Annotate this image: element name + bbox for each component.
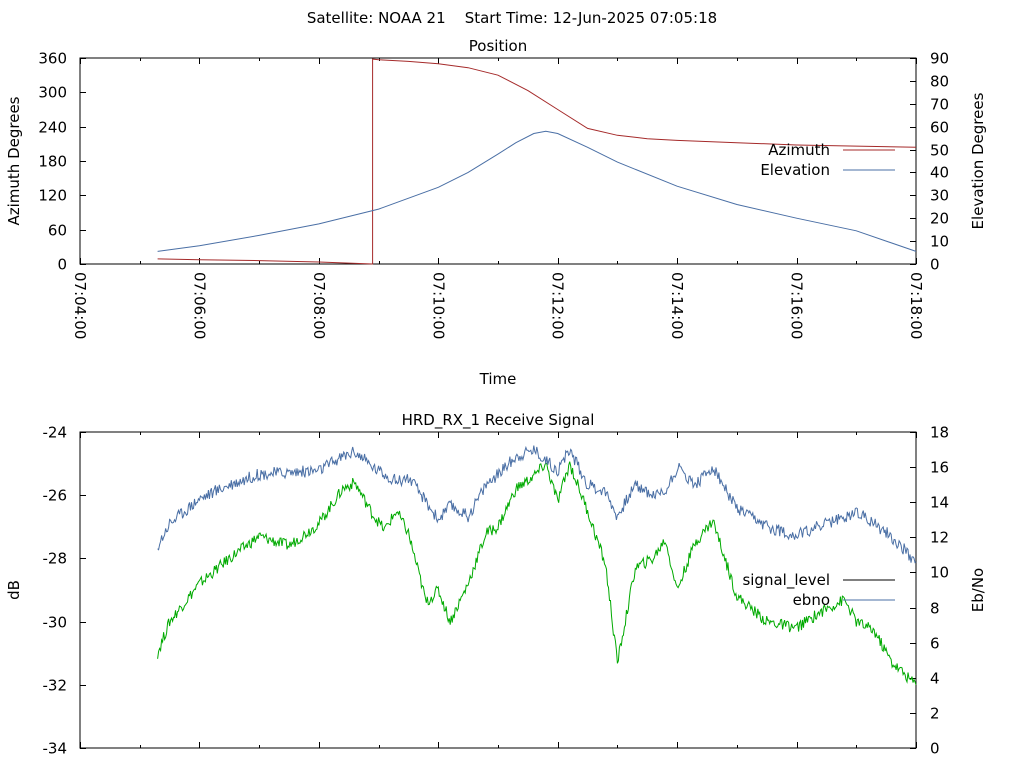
y-tick-label: -26 bbox=[43, 487, 68, 505]
y-tick-label: 120 bbox=[38, 187, 67, 205]
y2-tick-label: 6 bbox=[930, 635, 940, 653]
y2-axis-label: Elevation Degrees bbox=[969, 92, 987, 229]
receive-signal-panel: HRD_RX_1 Receive Signal -34 -32 -30 -28 -26 -2… bbox=[5, 411, 987, 758]
legend-label: ebno bbox=[793, 591, 830, 609]
y2-tick-label: 10 bbox=[930, 233, 949, 251]
y2-axis-label: Eb/No bbox=[969, 568, 987, 612]
y2-tick-label: 16 bbox=[930, 459, 949, 477]
y-tick-label: 300 bbox=[38, 84, 67, 102]
y-tick-label: 0 bbox=[57, 256, 67, 274]
y2-tick-label: 0 bbox=[930, 256, 940, 274]
y-tick-label: -28 bbox=[43, 550, 68, 568]
legend-label: signal_level bbox=[742, 571, 830, 590]
y-axis-label: dB bbox=[5, 580, 23, 600]
y-tick-label: -32 bbox=[43, 677, 68, 695]
y2-tick-label: 10 bbox=[930, 564, 949, 582]
legend-label: Elevation bbox=[760, 161, 830, 179]
x-tick-label: 07:10:00 bbox=[429, 272, 447, 339]
y-tick-label: -30 bbox=[43, 614, 68, 632]
y2-tick-label: 90 bbox=[930, 50, 949, 68]
y-tick-label: -34 bbox=[43, 740, 68, 758]
x-tick-label: 07:08:00 bbox=[310, 272, 328, 339]
plot-frame bbox=[79, 431, 917, 749]
series-line-Azimuth bbox=[157, 58, 917, 265]
x-tick-label: 07:04:00 bbox=[71, 272, 89, 339]
x-tick-label: 07:18:00 bbox=[907, 272, 925, 339]
y2-tick-label: 40 bbox=[930, 164, 949, 182]
y-axis-label: Azimuth Degrees bbox=[5, 96, 23, 225]
x-tick-label: 07:06:00 bbox=[190, 272, 208, 339]
series-line-ebno bbox=[157, 445, 917, 564]
series-line-signal-level bbox=[157, 461, 917, 685]
y-tick-label: -24 bbox=[43, 424, 68, 442]
page-title: Satellite: NOAA 21 Start Time: 12-Jun-20… bbox=[307, 9, 717, 27]
y-tick-label: 180 bbox=[38, 153, 67, 171]
y-tick-label: 360 bbox=[38, 50, 67, 68]
x-tick-label: 07:12:00 bbox=[549, 272, 567, 339]
position-panel: Position 07:04:00 07:06:00 07:08:00 07:10:00… bbox=[5, 37, 987, 388]
y2-tick-label: 2 bbox=[930, 705, 940, 723]
y-tick-label: 60 bbox=[48, 222, 67, 240]
chart-title: HRD_RX_1 Receive Signal bbox=[402, 411, 595, 430]
y2-tick-label: 60 bbox=[930, 119, 949, 137]
x-tick-label: 07:14:00 bbox=[668, 272, 686, 339]
y-tick-label: 240 bbox=[38, 119, 67, 137]
x-tick-label: 07:16:00 bbox=[788, 272, 806, 339]
y2-tick-label: 12 bbox=[930, 529, 949, 547]
x-axis-label: Time bbox=[479, 370, 517, 388]
y2-tick-label: 4 bbox=[930, 670, 940, 688]
y2-tick-label: 80 bbox=[930, 73, 949, 91]
y2-tick-label: 30 bbox=[930, 187, 949, 205]
chart-title: Position bbox=[469, 37, 527, 55]
y2-tick-label: 18 bbox=[930, 424, 949, 442]
y2-tick-label: 0 bbox=[930, 740, 940, 758]
series-line-Elevation bbox=[157, 130, 917, 252]
legend-label: Azimuth bbox=[768, 141, 830, 159]
y2-tick-label: 70 bbox=[930, 96, 949, 114]
y2-tick-label: 14 bbox=[930, 494, 949, 512]
y2-tick-label: 50 bbox=[930, 142, 949, 160]
y2-tick-label: 20 bbox=[930, 210, 949, 228]
y2-tick-label: 8 bbox=[930, 600, 940, 618]
